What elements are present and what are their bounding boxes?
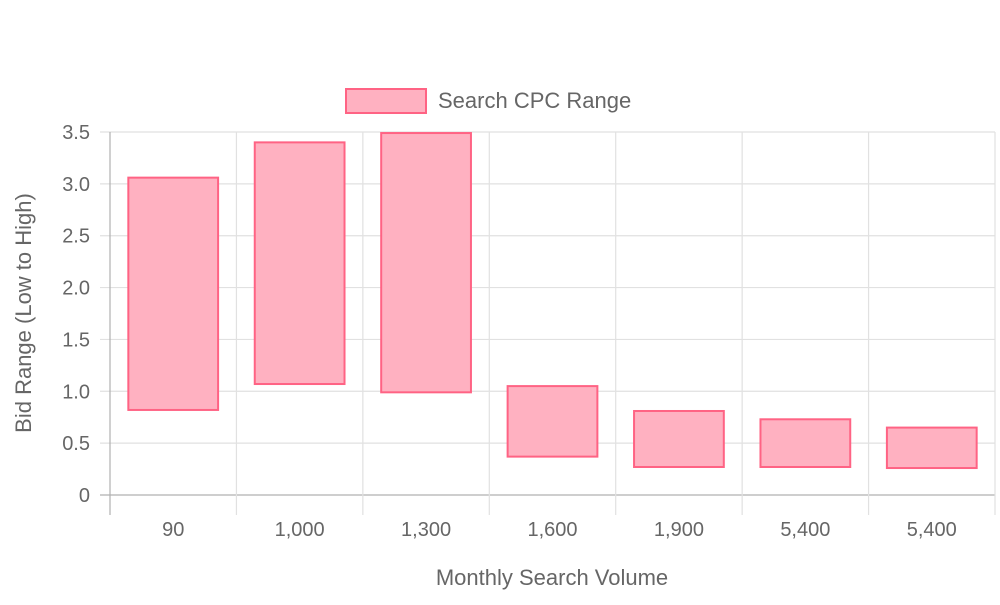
y-tick-label: 2.5 — [62, 226, 90, 248]
x-tick-label: 1,900 — [654, 519, 704, 541]
y-tick-label: 3.0 — [62, 174, 90, 196]
x-tick-label: 90 — [162, 519, 184, 541]
y-tick-label: 1.5 — [62, 329, 90, 351]
bar[interactable] — [253, 141, 346, 386]
legend-label[interactable]: Search CPC Range — [438, 88, 631, 113]
x-tick-label: 5,400 — [907, 519, 957, 541]
axis-layer: 0 0.5 1.0 1.5 2.0 2.5 3.0 3.5 90 1,000 1,300 1,600 1… — [62, 122, 957, 541]
bar[interactable] — [380, 132, 472, 394]
bar[interactable] — [127, 176, 220, 411]
y-tick-label: 0 — [79, 485, 90, 507]
legend-swatch[interactable] — [345, 88, 427, 114]
bar[interactable] — [633, 409, 725, 468]
bars-layer — [127, 132, 978, 470]
bar[interactable] — [506, 385, 599, 458]
bar[interactable] — [885, 426, 978, 470]
legend[interactable]: Search CPC Range — [345, 88, 631, 114]
x-tick-label: 1,600 — [527, 519, 577, 541]
grid-layer — [100, 131, 996, 515]
x-axis-title: Monthly Search Volume — [436, 565, 668, 590]
y-tick-label: 2.0 — [62, 278, 90, 300]
y-tick-label: 1.0 — [62, 381, 90, 403]
y-tick-label: 0.5 — [62, 433, 90, 455]
x-tick-label: 1,300 — [401, 519, 451, 541]
x-tick-label: 5,400 — [780, 519, 830, 541]
y-tick-label: 3.5 — [62, 122, 90, 144]
x-tick-label: 1,000 — [275, 519, 325, 541]
bar[interactable] — [759, 418, 852, 468]
y-axis-title: Bid Range (Low to High) — [11, 193, 36, 433]
